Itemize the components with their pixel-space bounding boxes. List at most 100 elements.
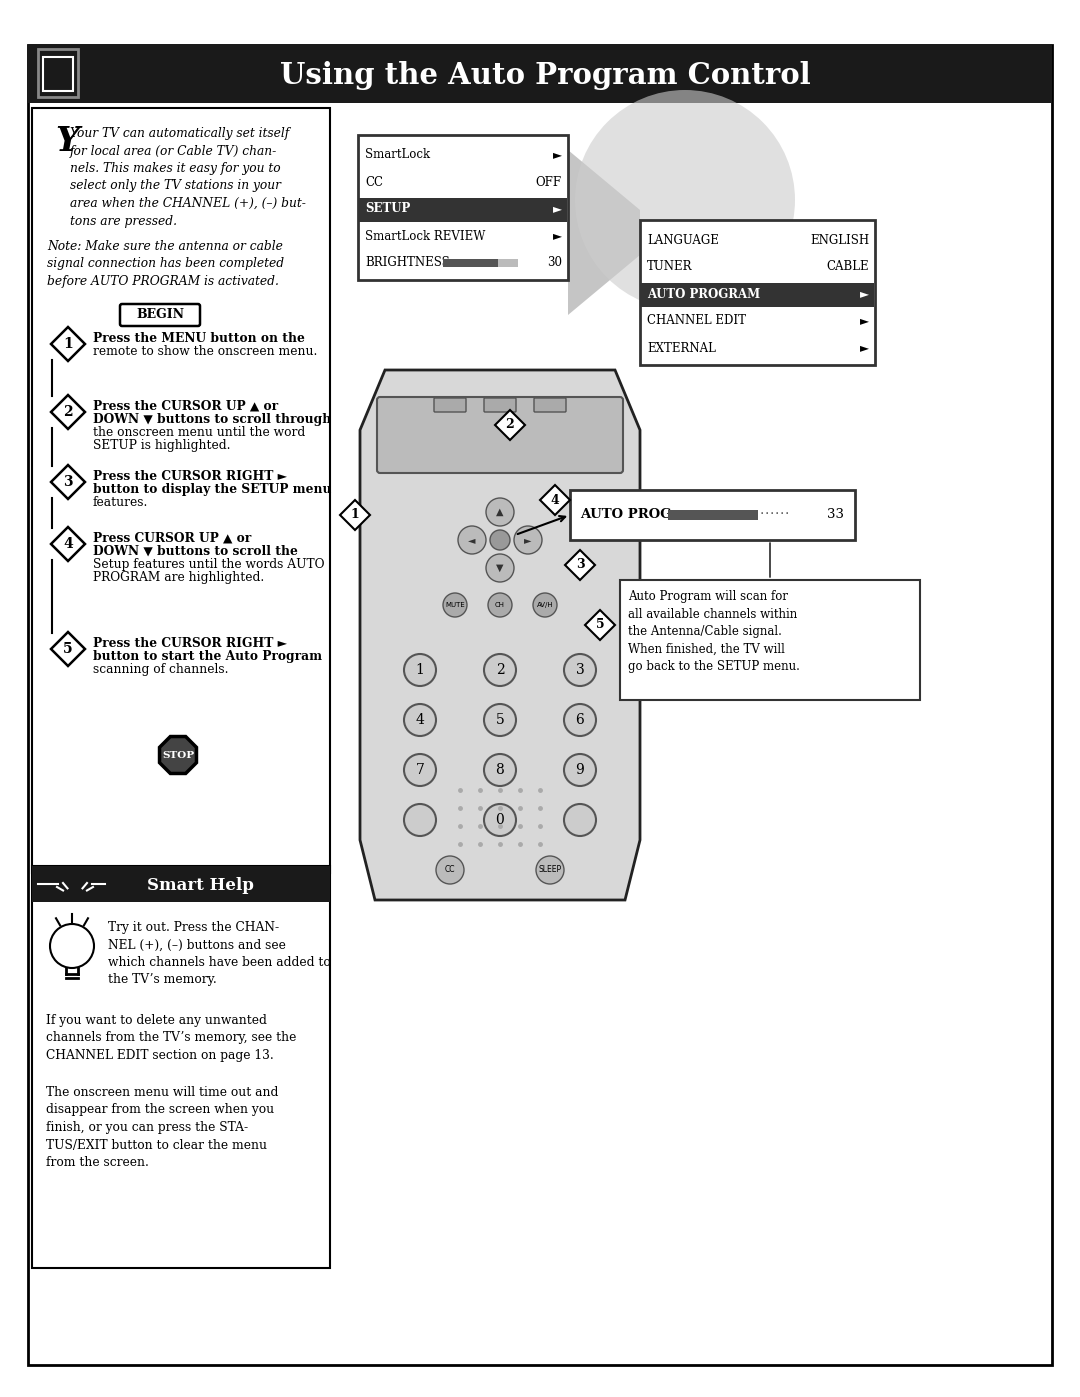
Text: CABLE: CABLE — [826, 260, 869, 274]
Text: remote to show the onscreen menu.: remote to show the onscreen menu. — [93, 345, 318, 358]
Text: SETUP is highlighted.: SETUP is highlighted. — [93, 439, 230, 453]
Text: CC: CC — [365, 176, 383, 189]
Text: 7: 7 — [416, 763, 424, 777]
Text: 8: 8 — [496, 763, 504, 777]
Circle shape — [443, 592, 467, 617]
Text: 5: 5 — [496, 712, 504, 726]
Circle shape — [536, 856, 564, 884]
Circle shape — [404, 754, 436, 787]
Polygon shape — [565, 550, 595, 580]
Text: ▼: ▼ — [496, 563, 503, 573]
Text: ·: · — [765, 507, 769, 521]
Text: CH: CH — [495, 602, 505, 608]
Text: LANGUAGE: LANGUAGE — [647, 233, 719, 246]
Text: STOP: STOP — [162, 750, 194, 760]
Text: BEGIN: BEGIN — [136, 309, 184, 321]
Text: If you want to delete any unwanted
channels from the TV’s memory, see the
CHANNE: If you want to delete any unwanted chann… — [46, 1014, 296, 1062]
Text: ►: ► — [553, 148, 562, 162]
Text: 6: 6 — [576, 712, 584, 726]
Circle shape — [436, 856, 464, 884]
Text: 5: 5 — [64, 643, 72, 657]
Text: SmartLock: SmartLock — [365, 148, 430, 162]
Text: ·: · — [774, 507, 779, 521]
Polygon shape — [51, 395, 85, 429]
Circle shape — [490, 529, 510, 550]
Circle shape — [534, 592, 557, 617]
Polygon shape — [51, 527, 85, 562]
Text: 0: 0 — [496, 813, 504, 827]
Text: CC: CC — [445, 866, 456, 875]
Polygon shape — [540, 485, 570, 515]
Circle shape — [404, 704, 436, 736]
FancyBboxPatch shape — [443, 258, 498, 267]
Circle shape — [514, 527, 542, 555]
Polygon shape — [585, 610, 615, 640]
Text: button to display the SETUP menu: button to display the SETUP menu — [93, 483, 332, 496]
Text: 2: 2 — [64, 405, 72, 419]
FancyBboxPatch shape — [498, 258, 518, 267]
Circle shape — [458, 527, 486, 555]
Text: the onscreen menu until the word: the onscreen menu until the word — [93, 426, 306, 439]
Text: Using the Auto Program Control: Using the Auto Program Control — [280, 61, 810, 91]
Text: MUTE: MUTE — [445, 602, 464, 608]
Text: AUTO PROG: AUTO PROG — [580, 507, 672, 521]
Text: 4: 4 — [551, 493, 559, 507]
Text: features.: features. — [93, 496, 148, 509]
Circle shape — [564, 654, 596, 686]
Text: ENGLISH: ENGLISH — [810, 233, 869, 246]
Circle shape — [484, 704, 516, 736]
Text: ·: · — [780, 507, 784, 521]
FancyBboxPatch shape — [38, 49, 78, 96]
Text: Your TV can automatically set itself
for local area (or Cable TV) chan-
nels. Th: Your TV can automatically set itself for… — [70, 127, 306, 228]
Text: 1: 1 — [351, 509, 360, 521]
Text: 4: 4 — [416, 712, 424, 726]
Text: Press the MENU button on the: Press the MENU button on the — [93, 332, 305, 345]
Polygon shape — [51, 465, 85, 499]
Text: The onscreen menu will time out and
disappear from the screen when you
finish, o: The onscreen menu will time out and disa… — [46, 1085, 279, 1169]
FancyBboxPatch shape — [570, 490, 855, 541]
Text: ►: ► — [553, 203, 562, 215]
Text: AV/H: AV/H — [537, 602, 553, 608]
Text: 1: 1 — [63, 337, 72, 351]
Polygon shape — [160, 736, 197, 774]
Text: Press CURSOR UP ▲ or: Press CURSOR UP ▲ or — [93, 532, 252, 545]
Text: Press the CURSOR RIGHT ►: Press the CURSOR RIGHT ► — [93, 469, 287, 483]
Text: PROGRAM are highlighted.: PROGRAM are highlighted. — [93, 571, 265, 584]
FancyBboxPatch shape — [43, 57, 73, 91]
Circle shape — [486, 497, 514, 527]
Text: ►: ► — [860, 288, 869, 300]
Text: ◄: ◄ — [469, 535, 476, 545]
Text: Press the CURSOR RIGHT ►: Press the CURSOR RIGHT ► — [93, 637, 287, 650]
FancyBboxPatch shape — [669, 510, 758, 520]
Circle shape — [564, 704, 596, 736]
Text: TUNER: TUNER — [647, 260, 692, 274]
Text: Auto Program will scan for
all available channels within
the Antenna/Cable signa: Auto Program will scan for all available… — [627, 590, 800, 673]
Text: 9: 9 — [576, 763, 584, 777]
Circle shape — [564, 754, 596, 787]
Circle shape — [484, 654, 516, 686]
Text: AUTO PROGRAM: AUTO PROGRAM — [647, 288, 760, 300]
Polygon shape — [360, 370, 640, 900]
Text: ·: · — [760, 507, 765, 521]
Text: ▲: ▲ — [496, 507, 503, 517]
FancyBboxPatch shape — [377, 397, 623, 474]
Text: BRIGHTNESS: BRIGHTNESS — [365, 257, 449, 270]
FancyBboxPatch shape — [357, 136, 568, 279]
FancyBboxPatch shape — [642, 284, 874, 307]
Circle shape — [575, 89, 795, 310]
Text: 3: 3 — [64, 475, 72, 489]
Text: Setup features until the words AUTO: Setup features until the words AUTO — [93, 557, 324, 571]
FancyBboxPatch shape — [434, 398, 465, 412]
Text: ►: ► — [860, 341, 869, 355]
Circle shape — [484, 754, 516, 787]
Text: Smart Help: Smart Help — [147, 877, 254, 894]
Text: SLEEP: SLEEP — [539, 866, 562, 875]
Text: OFF: OFF — [536, 176, 562, 189]
Text: scanning of channels.: scanning of channels. — [93, 664, 229, 676]
FancyBboxPatch shape — [28, 45, 1052, 103]
Text: button to start the Auto Program: button to start the Auto Program — [93, 650, 322, 664]
Polygon shape — [51, 631, 85, 666]
Circle shape — [404, 654, 436, 686]
Text: EXTERNAL: EXTERNAL — [647, 341, 716, 355]
Text: CHANNEL EDIT: CHANNEL EDIT — [647, 314, 746, 327]
